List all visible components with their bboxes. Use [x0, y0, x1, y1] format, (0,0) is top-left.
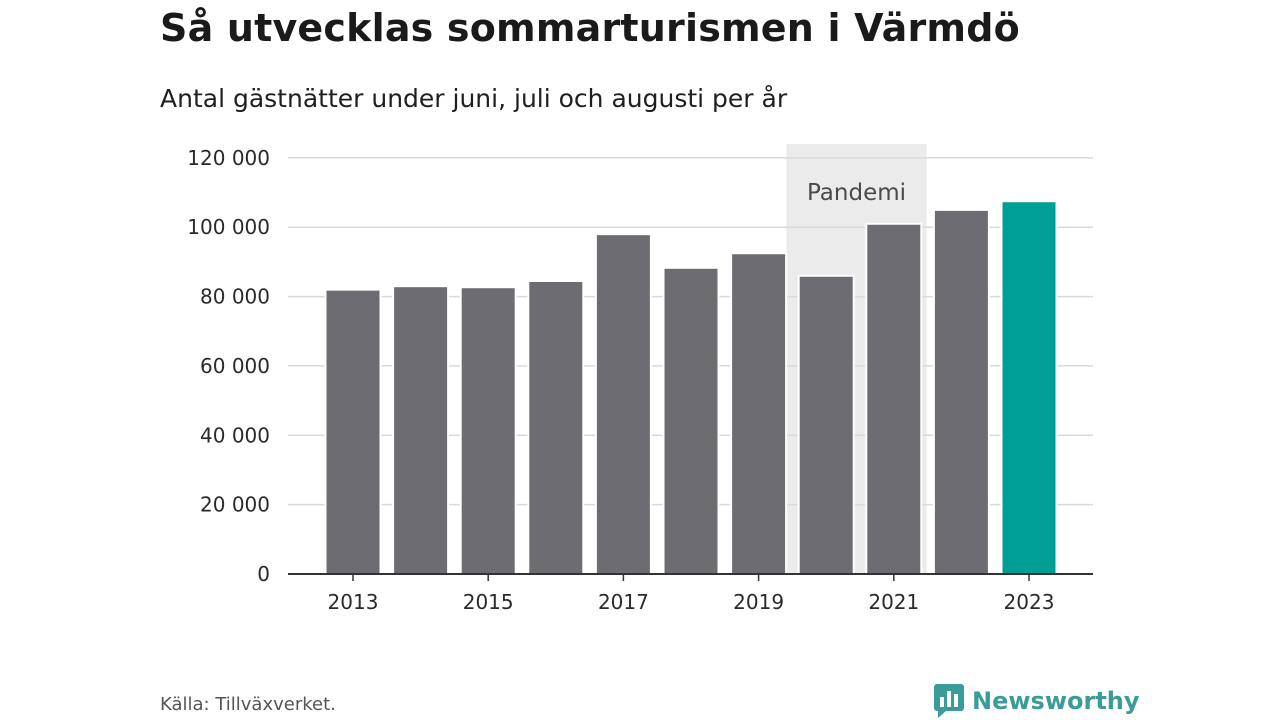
x-tick-label: 2013 [328, 590, 379, 614]
y-tick-label: 80 000 [200, 285, 270, 309]
bar-2019 [730, 252, 788, 576]
bar-2017 [594, 233, 652, 575]
bar-2018 [662, 266, 720, 575]
newsworthy-logo-icon [934, 684, 964, 718]
bar-2020 [797, 274, 855, 575]
bar-2022 [932, 208, 990, 576]
y-tick-label: 60 000 [200, 354, 270, 378]
x-tick-label: 2023 [1004, 590, 1055, 614]
y-tick-label: 120 000 [187, 146, 270, 170]
y-tick-label: 100 000 [187, 215, 270, 239]
x-tick-label: 2017 [598, 590, 649, 614]
brand-logo: Newsworthy [934, 684, 1140, 718]
bar-2021 [865, 222, 923, 576]
x-tick-label: 2015 [463, 590, 514, 614]
chart-title: Så utvecklas sommarturismen i Värmdö [160, 6, 1020, 50]
brand-name: Newsworthy [972, 687, 1140, 715]
bar-2023 [1000, 200, 1058, 575]
bar-2016 [527, 279, 585, 575]
y-tick-label: 40 000 [200, 423, 270, 447]
bar-2014 [392, 285, 450, 575]
x-tick-label: 2019 [733, 590, 784, 614]
source-note: Källa: Tillväxverket. [160, 694, 336, 715]
bar-2013 [324, 288, 382, 575]
y-tick-label: 0 [257, 562, 270, 586]
pandemic-label: Pandemi [807, 180, 906, 206]
bar-2015 [459, 286, 517, 575]
chart-subtitle: Antal gästnätter under juni, juli och au… [160, 84, 788, 113]
y-tick-label: 20 000 [200, 493, 270, 517]
x-tick-label: 2021 [868, 590, 919, 614]
